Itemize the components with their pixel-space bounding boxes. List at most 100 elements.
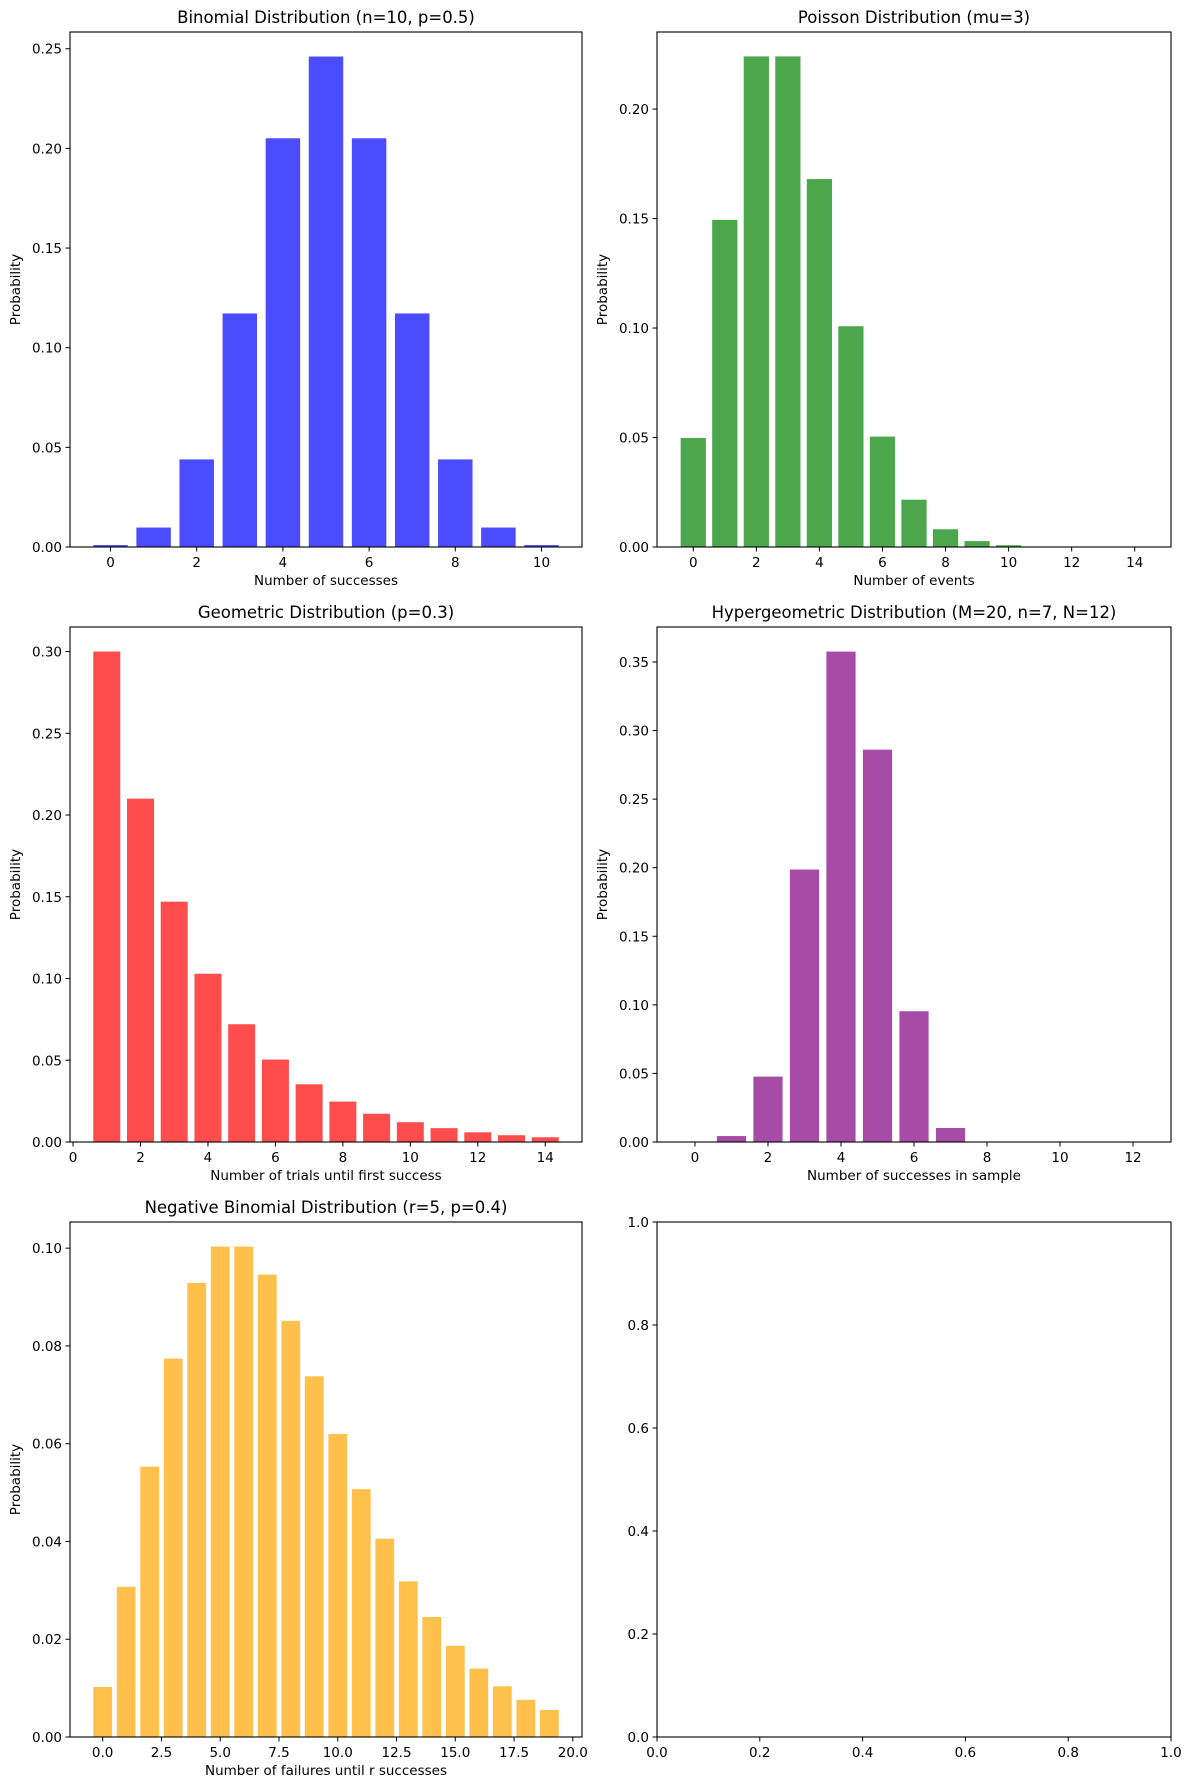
y-tick-label: 0.00 [32,1730,62,1746]
subplot-2: 0 2 4 6 8 10 12 14 0.00 0.05 0.10 0.15 0.20 Poisson D… [595,8,1172,589]
x-tick-label: 0.2 [749,1745,770,1761]
bar [932,529,959,547]
bar [464,1132,492,1142]
y-tick-label: 0.8 [628,1318,649,1334]
y-tick-label: 0.25 [619,792,649,808]
y-tick-label: 0.04 [32,1534,62,1550]
bar [995,545,1022,547]
x-tick-label: 8 [983,1150,992,1166]
y-tick-label: 0.20 [619,102,649,118]
x-axis-label: Number of successes [254,573,398,589]
x-tick-label: 7.5 [268,1745,289,1761]
y-tick-label: 0.05 [32,440,62,456]
bar [234,1246,254,1737]
bar [806,179,833,547]
y-axis-label: Probability [8,849,24,920]
y-tick-label: 0.02 [32,1632,62,1648]
bar [363,1113,391,1142]
x-tick-label: 0 [691,1150,700,1166]
x-tick-label: 10 [1051,1150,1068,1166]
y-tick-label: 0.0 [628,1730,649,1746]
x-tick-label: 0.0 [92,1745,113,1761]
chart-title: Binomial Distribution (n=10, p=0.5) [177,8,475,27]
y-tick-label: 0.00 [32,540,62,556]
y-tick-label: 0.15 [619,929,649,945]
y-tick-label: 0.08 [32,1339,62,1355]
x-tick-label: 17.5 [499,1745,529,1761]
y-tick-label: 0.35 [619,655,649,671]
bar [516,1699,536,1737]
bar [210,1246,230,1737]
x-tick-label: 2 [136,1150,145,1166]
bar [261,1059,289,1142]
bar [422,1616,442,1737]
y-axis-label: Probability [595,849,611,920]
bar [838,326,864,547]
y-tick-label: 0.06 [32,1437,62,1453]
y-tick-label: 0.20 [32,141,62,157]
bar [116,1586,136,1737]
y-tick-label: 0.25 [32,726,62,742]
y-tick-label: 1.0 [628,1215,649,1231]
x-tick-label: 6 [878,555,887,571]
y-tick-label: 0.10 [619,321,649,337]
bar [481,527,516,547]
x-tick-label: 2.5 [151,1745,172,1761]
x-tick-label: 4 [204,1150,213,1166]
x-tick-label: 6 [271,1150,280,1166]
bar [93,1686,113,1737]
x-tick-label: 8 [451,555,460,571]
y-tick-label: 0.15 [619,212,649,228]
y-tick-label: 0.00 [619,540,649,556]
bar [935,1127,966,1142]
y-tick-label: 0.2 [628,1627,649,1643]
y-tick-label: 0.15 [32,890,62,906]
bar [375,1538,395,1737]
bar [539,1709,559,1737]
bar [869,436,896,547]
x-tick-label: 20.0 [558,1745,588,1761]
x-axis-label: Number of failures until r successes [205,1763,447,1779]
bar [531,1137,559,1142]
bar [187,1282,207,1737]
x-tick-label: 6 [365,555,374,571]
bar [445,1645,465,1737]
bar [498,1135,525,1142]
bar [222,313,258,547]
bar [743,56,769,547]
bar [826,651,856,1142]
x-tick-label: 10 [1000,555,1017,571]
bar [93,545,128,547]
y-tick-label: 0.05 [619,431,649,447]
subplot-1: 0 2 4 6 8 10 0.00 0.05 0.10 0.15 0.20 0.25 Binomial … [8,8,583,589]
x-tick-label: 0 [689,555,698,571]
x-tick-label: 12 [1124,1150,1141,1166]
bar [93,651,121,1142]
y-tick-label: 0.00 [32,1135,62,1151]
y-axis-label: Probability [8,1444,24,1515]
axes-frame [656,31,1172,548]
x-tick-label: 0.4 [852,1745,873,1761]
bar [680,437,706,547]
x-tick-label: 10.0 [323,1745,353,1761]
chart-title: Negative Binomial Distribution (r=5, p=0… [145,1198,508,1217]
bar [351,1489,371,1737]
subplot-6: 0.0 0.2 0.4 0.6 0.8 1.0 0.0 0.2 0.4 0.6 0.8 1.0 [628,1215,1182,1761]
x-tick-label: 2 [192,555,201,571]
subplot-4: 0 2 4 6 8 10 12 0.00 0.05 0.10 0.15 0.20 0.25 0.30 0.3… [595,603,1172,1184]
x-tick-label: 1.0 [1160,1745,1181,1761]
y-tick-label: 0.05 [32,1053,62,1069]
x-tick-label: 2 [764,1150,773,1166]
x-tick-label: 0.0 [646,1745,667,1761]
y-tick-label: 0.00 [619,1135,649,1151]
bar [901,499,927,547]
x-tick-label: 0 [69,1150,78,1166]
y-tick-label: 0.6 [628,1421,649,1437]
y-tick-label: 0.30 [619,724,649,740]
x-tick-label: 8 [941,555,950,571]
bar [899,1011,929,1142]
bar [140,1466,160,1737]
y-tick-label: 0.10 [32,1241,62,1257]
x-tick-label: 0.6 [955,1745,976,1761]
